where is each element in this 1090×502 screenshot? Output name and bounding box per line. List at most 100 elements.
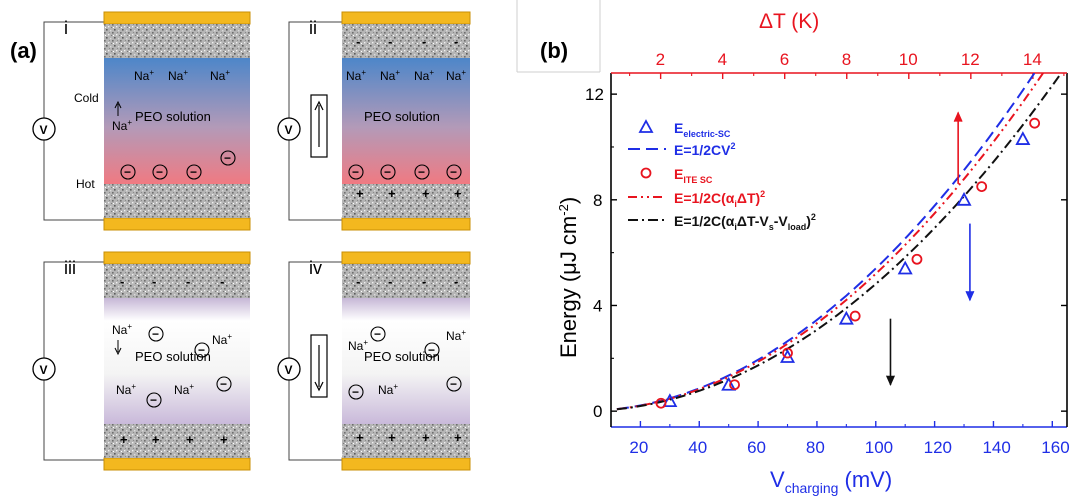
minus-charge: - — [454, 34, 458, 49]
point-triangle — [838, 310, 854, 325]
anion-sign: − — [220, 377, 227, 391]
y-axis-title-sup: -2 — [556, 204, 571, 216]
top-tick-label: 4 — [718, 50, 727, 69]
plus-charge: + — [422, 430, 430, 445]
minus-charge: - — [120, 274, 124, 289]
sodium-ion-label: Na+ — [116, 382, 136, 397]
plus-charge: + — [388, 186, 396, 201]
electrolyte — [104, 298, 250, 424]
x-tick-label: 20 — [629, 438, 648, 457]
carbon-layer-top — [104, 24, 250, 58]
point-circle — [655, 397, 667, 409]
anion-sign: − — [224, 151, 231, 165]
y-tick-label: 0 — [593, 402, 602, 421]
ion-symbol: Na — [116, 383, 132, 397]
electrode-bottom — [341, 217, 471, 231]
ion-symbol: Na — [414, 69, 430, 83]
arrow-head-icon — [314, 381, 324, 392]
x-tick-label: 80 — [806, 438, 825, 457]
legend-text-main4: ) — [806, 213, 811, 229]
anion-sign: − — [352, 385, 359, 399]
electrode-top — [341, 11, 471, 25]
point-triangle — [1015, 131, 1031, 145]
arrow-head-icon — [114, 100, 122, 109]
ion-symbol: Na — [134, 69, 150, 83]
ion-charge: + — [461, 328, 466, 337]
legend-marker-circle — [640, 167, 652, 179]
electrode-top — [103, 11, 251, 25]
anion-sign: − — [374, 327, 381, 341]
point-circle — [849, 310, 861, 322]
anion-icon — [414, 164, 430, 180]
legend-text-main: E=1/2C(α — [674, 190, 735, 206]
x-tick-label: 140 — [982, 438, 1010, 457]
plus-charge: + — [356, 186, 364, 201]
sodium-ion-label: Na+ — [174, 382, 194, 397]
carbon-layer-bottom — [104, 184, 250, 218]
point-circle — [976, 181, 988, 192]
legend-text-sub: i — [734, 199, 737, 209]
legend-entry-4: E=1/2C(αiΔT-Vs-Vload)2 — [674, 212, 816, 232]
ion-charge: + — [361, 68, 366, 77]
sodium-ion-label: Na+ — [346, 68, 366, 83]
legend-entry-2: EITE SC — [674, 166, 713, 185]
plus-charge: + — [454, 186, 462, 201]
legend-text-sup: 2 — [730, 141, 735, 151]
ion-charge: + — [149, 68, 154, 77]
arrow-head-icon — [965, 290, 975, 302]
legend-text-main2: ΔT-V — [737, 213, 770, 229]
point-circle — [911, 253, 923, 265]
minus-charge: - — [422, 274, 426, 289]
voltmeter-icon — [277, 117, 301, 141]
electrode-bottom — [103, 457, 251, 471]
ion-charge: + — [363, 338, 368, 347]
top-tick-label: 6 — [780, 50, 789, 69]
voltmeter-icon — [32, 117, 56, 141]
anion-sign: − — [428, 343, 435, 357]
subpanel-label: i — [64, 18, 68, 38]
x-tick-label: 120 — [924, 438, 952, 457]
carbon-layer-bottom — [342, 184, 470, 218]
ion-charge: + — [395, 68, 400, 77]
sodium-ion-label: Na+ — [210, 68, 230, 83]
legend-text-main: E=1/2C(α — [674, 213, 735, 229]
electrode-top — [103, 251, 251, 265]
ion-symbol: Na — [168, 69, 184, 83]
point-triangle — [897, 260, 913, 275]
x-axis-title-unit: (mV) — [838, 467, 892, 492]
plus-charge: + — [388, 430, 396, 445]
electrolyte — [342, 58, 470, 184]
anion-icon — [370, 326, 386, 342]
point-circle — [729, 379, 740, 391]
anion-sign: − — [156, 165, 163, 179]
electrode-top — [341, 251, 471, 265]
ion-symbol: Na — [346, 69, 362, 83]
legend-entry-1: E=1/2CV2 — [674, 141, 735, 158]
minus-charge: - — [186, 274, 190, 289]
series-line-1 — [616, 73, 1045, 411]
ion-symbol: Na — [212, 333, 228, 347]
sodium-ion-label: Na+ — [348, 338, 368, 353]
anion-icon — [348, 384, 364, 400]
arrow-head-icon — [953, 111, 963, 122]
anion-sign: − — [418, 165, 425, 179]
anion-icon — [380, 164, 396, 180]
legend-text-sup: 2 — [760, 189, 765, 199]
sodium-ion-label: Na+ — [378, 382, 398, 397]
point-triangle — [662, 393, 678, 408]
anion-icon — [348, 164, 364, 180]
anion-icon — [216, 376, 232, 392]
carbon-layer-bottom — [342, 424, 470, 458]
electrolyte — [104, 58, 250, 184]
anion-icon — [220, 150, 236, 166]
solution-label: PEO solution — [364, 349, 440, 364]
top-tick-label: 10 — [899, 50, 918, 69]
legend-text-sub: electric-SC — [683, 129, 731, 139]
anion-sign: − — [450, 377, 457, 391]
legend-text-main: E — [674, 120, 683, 136]
x-tick-label: 100 — [865, 438, 893, 457]
